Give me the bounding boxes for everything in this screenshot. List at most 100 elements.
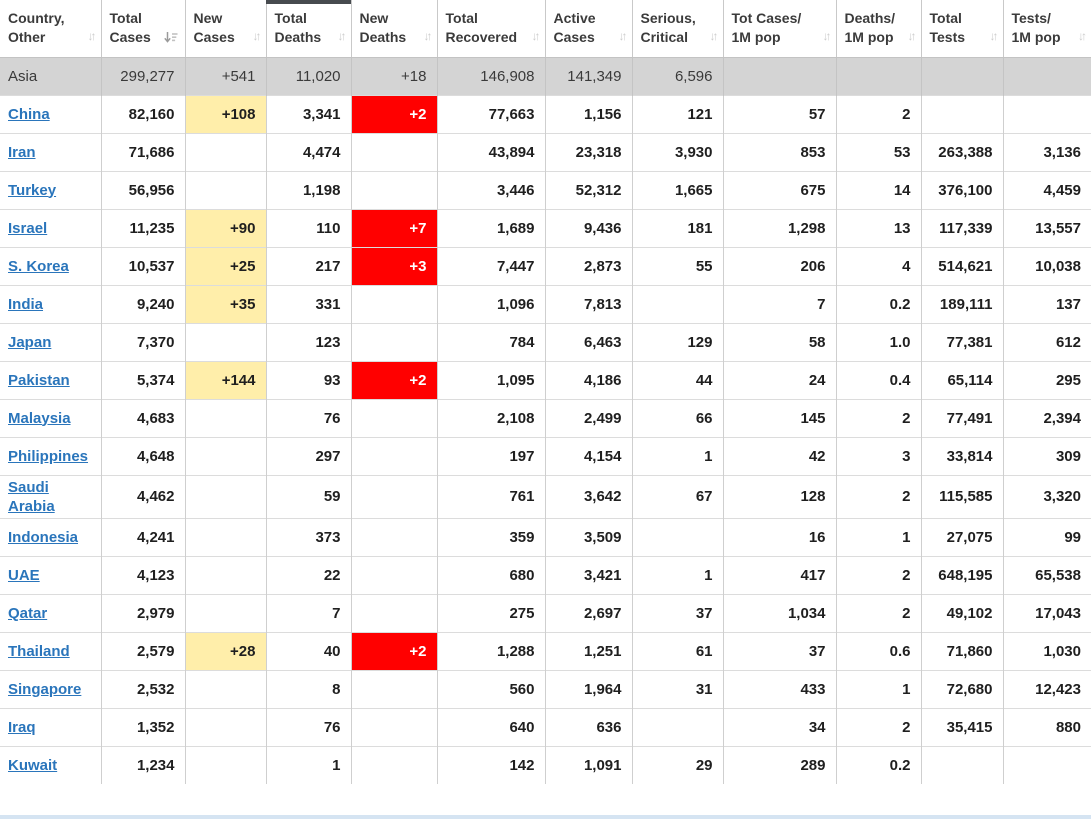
cell-total_recovered: 7,447 — [437, 246, 546, 285]
cell-country: Japan — [0, 322, 102, 361]
cell-cases_per_1m: 1,298 — [723, 208, 837, 247]
country-link[interactable]: Malaysia — [8, 409, 71, 427]
cell-active_cases: 636 — [545, 707, 633, 746]
cell-total_tests — [921, 745, 1004, 784]
column-header-total_deaths[interactable]: Total Deaths ↓↑ — [266, 0, 352, 58]
country-link[interactable]: S. Korea — [8, 257, 69, 275]
column-header-total_recovered[interactable]: Total Recovered ↓↑ — [437, 0, 546, 58]
cell-total_cases: 2,579 — [101, 631, 186, 670]
cell-new_deaths — [351, 436, 438, 475]
cell-new_deaths — [351, 669, 438, 708]
cell-total_recovered: 43,894 — [437, 132, 546, 171]
cell-total_tests: 35,415 — [921, 707, 1004, 746]
cell-active_cases: 1,251 — [545, 631, 633, 670]
cell-total_recovered: 142 — [437, 745, 546, 784]
country-link[interactable]: Saudi Arabia — [8, 478, 55, 515]
column-header-country[interactable]: Country, Other ↓↑ — [0, 0, 102, 58]
cell-total_deaths: 11,020 — [266, 56, 352, 95]
sort-toggle-icon: ↓↑ — [531, 28, 541, 43]
cell-deaths_per_1m: 3 — [836, 436, 922, 475]
country-link[interactable]: Turkey — [8, 181, 57, 199]
country-row: Israel 11,235 +90 110 +7 1,689 9,436 181 1,298 13… — [0, 208, 1091, 247]
cell-active_cases: 1,156 — [545, 94, 633, 133]
cell-country: Saudi Arabia — [0, 474, 102, 518]
cell-country: S. Korea — [0, 246, 102, 285]
column-header-new_cases[interactable]: New Cases ↓↑ — [185, 0, 267, 58]
column-header-total_tests[interactable]: Total Tests ↓↑ — [921, 0, 1004, 58]
cell-total_recovered: 784 — [437, 322, 546, 361]
cell-new_deaths — [351, 170, 438, 209]
cell-tests_per_1m: 880 — [1003, 707, 1091, 746]
column-label: Total Deaths — [274, 10, 322, 46]
cell-serious_critical — [632, 517, 724, 556]
cell-new_cases — [185, 555, 267, 594]
cell-cases_per_1m: 1,034 — [723, 593, 837, 632]
column-header-new_deaths[interactable]: New Deaths ↓↑ — [351, 0, 438, 58]
country-link[interactable]: Kuwait — [8, 756, 58, 774]
cell-serious_critical: 1,665 — [632, 170, 724, 209]
cell-country: Iraq — [0, 707, 102, 746]
cell-active_cases: 6,463 — [545, 322, 633, 361]
country-row: Indonesia 4,241 373 359 3,509 16 1 27,075 99 — [0, 517, 1091, 556]
cell-serious_critical: 6,596 — [632, 56, 724, 95]
country-row: Malaysia 4,683 76 2,108 2,499 66 145 2 77,491 2,3… — [0, 398, 1091, 437]
country-row: Qatar 2,979 7 275 2,697 37 1,034 2 49,102 17,043 — [0, 593, 1091, 632]
country-link[interactable]: Indonesia — [8, 528, 79, 546]
cell-deaths_per_1m: 0.2 — [836, 745, 922, 784]
cell-country: Turkey — [0, 170, 102, 209]
country-link[interactable]: Iran — [8, 143, 36, 161]
column-header-active_cases[interactable]: Active Cases ↓↑ — [545, 0, 633, 58]
cell-total_cases: 4,648 — [101, 436, 186, 475]
cell-serious_critical: 31 — [632, 669, 724, 708]
cell-total_cases: 299,277 — [101, 56, 186, 95]
cell-serious_critical: 129 — [632, 322, 724, 361]
cell-total_deaths: 3,341 — [266, 94, 352, 133]
cell-total_cases: 5,374 — [101, 360, 186, 399]
country-link[interactable]: Philippines — [8, 447, 89, 465]
cell-deaths_per_1m: 14 — [836, 170, 922, 209]
cell-new_deaths: +7 — [351, 208, 438, 247]
cell-new_deaths: +2 — [351, 360, 438, 399]
cell-active_cases: 23,318 — [545, 132, 633, 171]
country-link[interactable]: Pakistan — [8, 371, 70, 389]
sort-descending-icon — [163, 31, 178, 44]
sort-toggle-icon: ↓↑ — [907, 28, 917, 43]
column-header-tests_per_1m[interactable]: Tests/ 1M pop ↓↑ — [1003, 0, 1091, 58]
cell-total_recovered: 761 — [437, 474, 546, 518]
cell-active_cases: 52,312 — [545, 170, 633, 209]
column-label: Total Tests — [929, 10, 966, 46]
column-header-cases_per_1m[interactable]: Tot Cases/ 1M pop ↓↑ — [723, 0, 837, 58]
country-link[interactable]: Qatar — [8, 604, 48, 622]
country-link[interactable]: India — [8, 295, 44, 313]
cell-total_recovered: 640 — [437, 707, 546, 746]
cell-total_recovered: 77,663 — [437, 94, 546, 133]
country-link[interactable]: Thailand — [8, 642, 70, 660]
country-link[interactable]: China — [8, 105, 50, 123]
cell-new_deaths: +2 — [351, 94, 438, 133]
column-header-total_cases[interactable]: Total Cases — [101, 0, 186, 58]
cell-cases_per_1m: 16 — [723, 517, 837, 556]
column-header-serious_critical[interactable]: Serious, Critical ↓↑ — [632, 0, 724, 58]
cell-total_tests: 65,114 — [921, 360, 1004, 399]
cell-active_cases: 2,697 — [545, 593, 633, 632]
country-row: Iran 71,686 4,474 43,894 23,318 3,930 853 53 263… — [0, 132, 1091, 171]
country-link[interactable]: UAE — [8, 566, 40, 584]
cell-deaths_per_1m: 13 — [836, 208, 922, 247]
cell-deaths_per_1m: 0.6 — [836, 631, 922, 670]
cell-new_deaths — [351, 132, 438, 171]
country-link[interactable]: Japan — [8, 333, 52, 351]
cell-deaths_per_1m — [836, 56, 922, 95]
cell-cases_per_1m: 675 — [723, 170, 837, 209]
cell-deaths_per_1m: 53 — [836, 132, 922, 171]
column-header-deaths_per_1m[interactable]: Deaths/ 1M pop ↓↑ — [836, 0, 922, 58]
country-link[interactable]: Israel — [8, 219, 48, 237]
cell-total_cases: 4,683 — [101, 398, 186, 437]
column-label: New Cases — [193, 10, 235, 46]
cell-tests_per_1m: 1,030 — [1003, 631, 1091, 670]
table-body: Asia 299,277 +541 11,020 +18 146,908 141,349 6,… — [0, 56, 1091, 784]
country-link[interactable]: Singapore — [8, 680, 82, 698]
cell-total_cases: 4,462 — [101, 474, 186, 518]
country-link[interactable]: Iraq — [8, 718, 36, 736]
column-label: Total Cases — [109, 10, 151, 46]
cell-new_cases: +541 — [185, 56, 267, 95]
